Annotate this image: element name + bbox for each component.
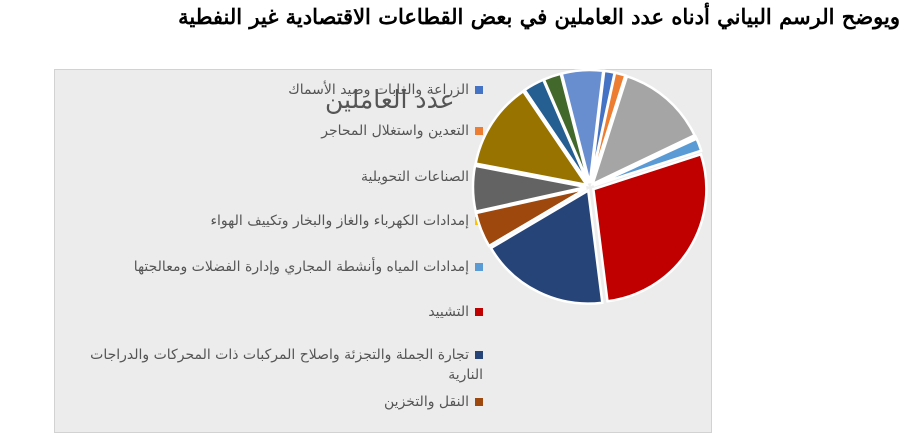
page-heading: ويوضح الرسم البياني أدناه عدد العاملين ف… (178, 4, 900, 29)
pie-slice (471, 164, 587, 214)
pie-slice (560, 68, 605, 184)
legend-item: تجارة الجملة والتجزئة واصلاح المركبات ذا… (83, 345, 483, 385)
legend-item: إمدادات المياه وأنشطة المجاري وإدارة الف… (134, 257, 483, 277)
legend-label: الزراعة والغابات وصيد الأسماك (288, 82, 469, 98)
legend-item: الزراعة والغابات وصيد الأسماك (288, 80, 483, 100)
chart-title: عدد العاملين (325, 85, 455, 114)
pie-slice (593, 137, 703, 187)
legend-item: التشييد (428, 302, 483, 322)
legend-item: التعدين واستغلال المحاجر (321, 121, 483, 141)
legend-label: إمدادات المياه وأنشطة المجاري وإدارة الف… (133, 259, 469, 275)
legend-label: الصناعات التحويلية (361, 169, 469, 185)
legend-label: التعدين واستغلال المحاجر (321, 123, 469, 139)
legend-swatch (475, 127, 483, 135)
pie-slice (489, 188, 604, 305)
legend-swatch (475, 86, 483, 94)
legend-label: تجارة الجملة والتجزئة واصلاح المركبات ذا… (90, 347, 483, 383)
legend-label: التشييد (428, 304, 469, 320)
pie-slice (474, 187, 587, 248)
pie-slice (590, 74, 697, 187)
pie-slice (474, 89, 590, 187)
legend-swatch (475, 398, 483, 406)
pie-slice (589, 71, 627, 184)
legend-swatch (475, 308, 483, 316)
legend-swatch (475, 351, 483, 359)
legend-label: إمدادات الكهرباء والغاز والبخار وتكييف ا… (210, 213, 469, 229)
legend-label: النقل والتخزين (384, 394, 469, 410)
pie-slice (592, 152, 708, 303)
legend-swatch (475, 263, 483, 271)
legend-item: النقل والتخزين (384, 392, 483, 412)
